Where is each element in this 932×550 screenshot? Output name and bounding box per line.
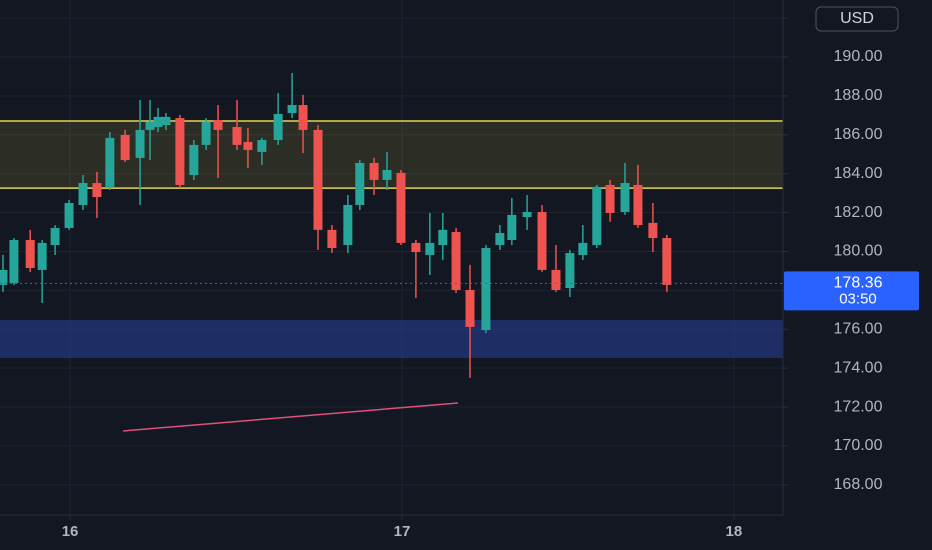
candle-body [287, 105, 297, 113]
candle-body [161, 116, 171, 126]
candle-body [50, 227, 60, 246]
last-price-box [784, 271, 919, 311]
candle-body [313, 129, 323, 230]
candle-body [425, 242, 435, 255]
candle-body [507, 214, 517, 240]
y-tick-label: 190.00 [834, 48, 883, 65]
zones [0, 120, 783, 359]
candle-body [495, 232, 505, 246]
x-tick-label: 18 [726, 523, 743, 540]
candle-body [551, 269, 561, 290]
candle-body [78, 183, 88, 205]
candle-body [438, 229, 448, 246]
y-tick-label: 188.00 [834, 87, 883, 104]
candle-body [175, 118, 185, 185]
candle-body [565, 253, 575, 289]
grid [0, 0, 783, 515]
candle-body [213, 119, 223, 130]
candle-body [189, 144, 199, 176]
y-tick-label: 168.00 [834, 476, 883, 493]
trendline [123, 402, 459, 432]
candle-body [257, 140, 267, 152]
y-tick-label: 186.00 [834, 126, 883, 143]
candle-body [0, 269, 8, 285]
candle-body [92, 183, 102, 198]
candle-body [243, 141, 253, 150]
candle-body [522, 211, 532, 218]
currency-box[interactable] [815, 6, 899, 32]
candle-body [135, 129, 145, 158]
y-tick-label: 180.00 [834, 243, 883, 260]
y-tick-label: 182.00 [834, 204, 883, 221]
y-tick-label: 172.00 [834, 398, 883, 415]
candle-body [37, 242, 47, 270]
candle-body [633, 184, 643, 226]
candle-body [465, 289, 475, 327]
x-tick-label: 16 [62, 523, 79, 540]
candle-body [105, 137, 115, 187]
candle-body [369, 162, 379, 180]
y-tick-label: 176.00 [834, 320, 883, 337]
candle-body [201, 121, 211, 145]
y-tick-label: 170.00 [834, 437, 883, 454]
candle-body [64, 203, 74, 228]
candle-body [592, 186, 602, 246]
candle-body [120, 134, 130, 161]
candle-body [662, 238, 672, 285]
candle-body [298, 105, 308, 130]
candle-body [396, 172, 406, 243]
candle-body [9, 239, 19, 283]
y-tick-label: 184.00 [834, 165, 883, 182]
candle-body [648, 222, 658, 239]
candle-body [620, 183, 630, 212]
candle-body [411, 242, 421, 253]
candle-body [355, 162, 365, 205]
last-price-label: 178.36 [834, 275, 883, 292]
candles [0, 72, 672, 378]
candle-body [273, 113, 283, 141]
candle-body [537, 211, 547, 270]
currency-label[interactable]: USD [840, 10, 874, 27]
candle-body [232, 126, 242, 145]
zone [0, 319, 783, 359]
candle-body [451, 232, 461, 290]
candle-body [343, 204, 353, 246]
candle-body [25, 239, 35, 269]
candle-body [382, 169, 392, 180]
axes: 168.00170.00172.00174.00176.00178.00180.… [62, 6, 919, 540]
x-tick-label: 17 [394, 523, 411, 540]
countdown-label: 03:50 [839, 290, 877, 307]
overlay [0, 282, 783, 432]
candle-body [481, 247, 491, 331]
candle-body [145, 121, 155, 130]
candle-body [605, 184, 615, 213]
candle-body [578, 242, 588, 255]
candle-body [153, 116, 163, 127]
candle-body [327, 229, 337, 248]
y-tick-label: 174.00 [834, 359, 883, 376]
